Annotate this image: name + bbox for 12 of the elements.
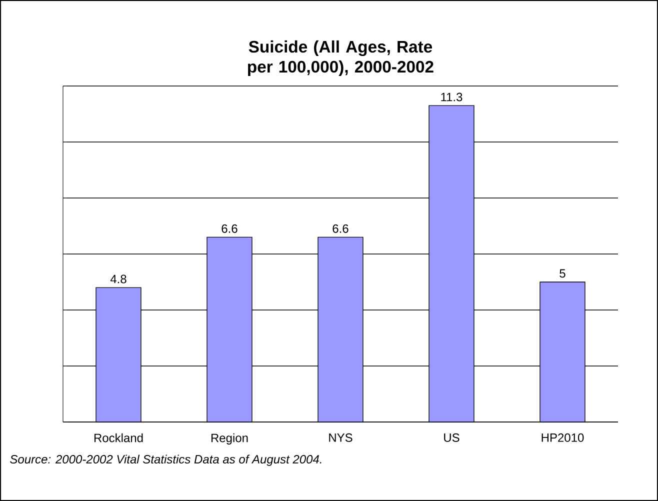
x-tick-label: Region (211, 433, 248, 445)
x-tick-label: HP2010 (542, 433, 584, 442)
data-label: 4.8 (110, 274, 126, 284)
data-label: 6.6 (332, 224, 348, 233)
text: Source: 2000-2002 Vital Statistics Data as of August 2004. (10, 454, 322, 466)
chart-title: Suicide (All Ages, Rate per 100,000), 2000-2002 (248, 40, 434, 76)
x-tick-label: Rockland (94, 433, 143, 442)
x-tick-label: NYS (329, 433, 352, 442)
data-label: 5 (560, 269, 566, 278)
data-label: 11.3 (441, 92, 462, 102)
x-tick-label: US (444, 433, 460, 442)
data-label: 6.6 (222, 224, 238, 233)
